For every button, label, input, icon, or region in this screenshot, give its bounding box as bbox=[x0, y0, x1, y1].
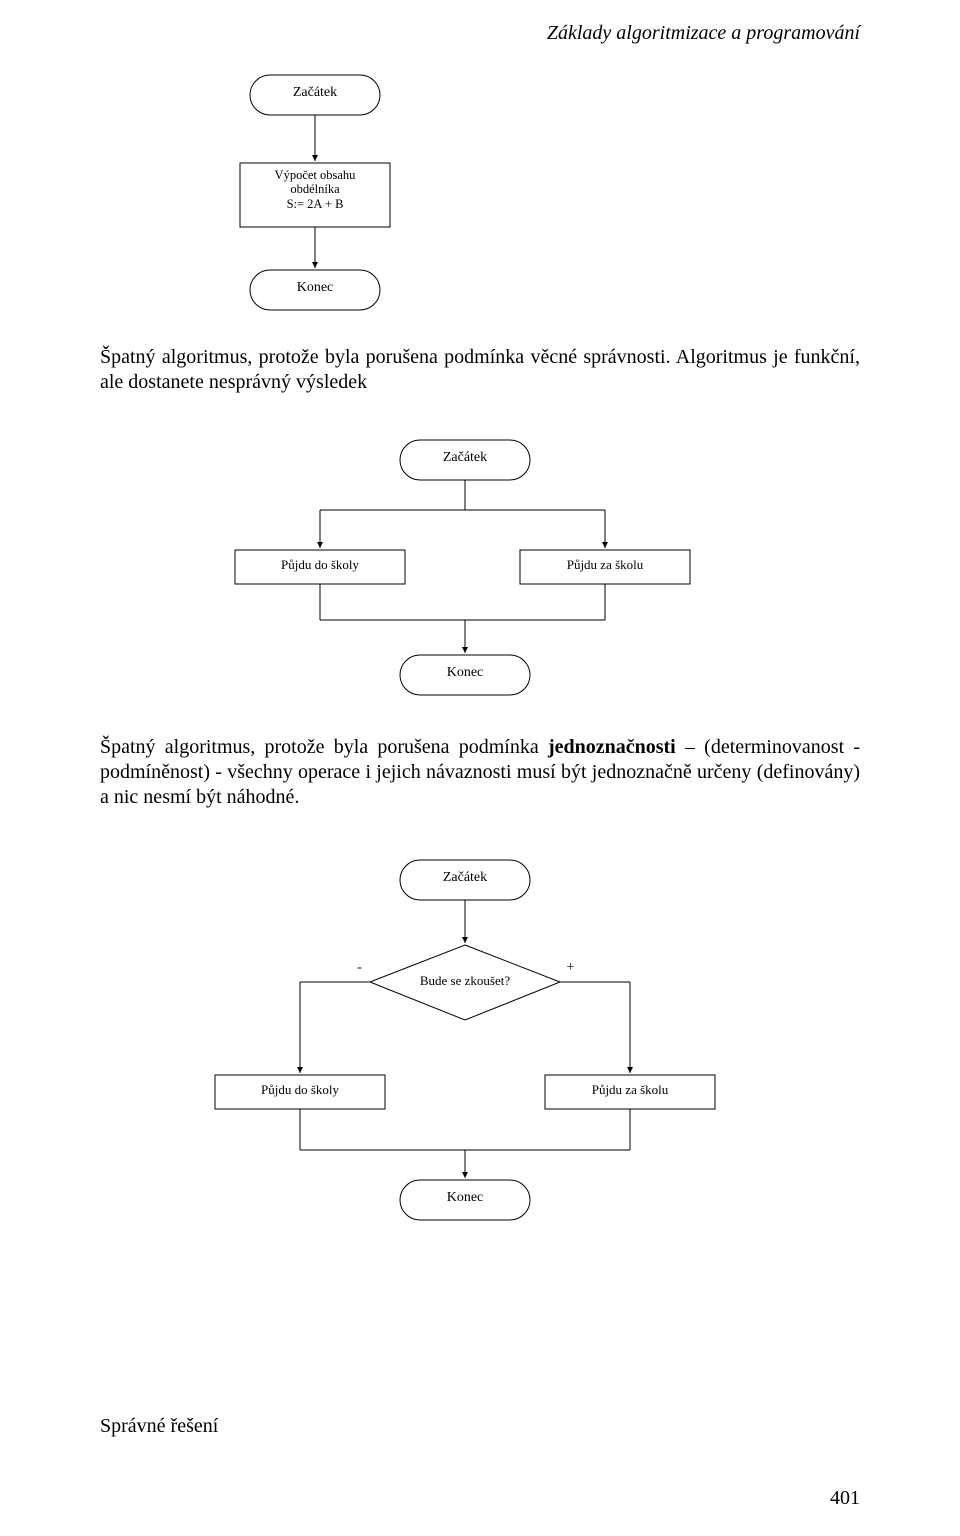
page-number: 401 bbox=[830, 1487, 860, 1510]
paragraph-2-bold: jednoznačnosti bbox=[548, 736, 676, 758]
fc1-start-label: Začátek bbox=[250, 85, 380, 101]
fc3-decision-label: Bude se zkoušet? bbox=[370, 974, 560, 989]
page-header-title: Základy algoritmizace a programování bbox=[547, 22, 860, 45]
fc1-proc-line0: Výpočet obsahu bbox=[275, 168, 356, 182]
fc3-start-label: Začátek bbox=[400, 870, 530, 886]
fc2-right-label: Půjdu za školu bbox=[520, 558, 690, 573]
fc1-end-label: Konec bbox=[250, 280, 380, 296]
fc3-end-label: Konec bbox=[400, 1190, 530, 1206]
fc3-minus-label: - bbox=[352, 960, 367, 976]
fc2-left-label: Půjdu do školy bbox=[235, 558, 405, 573]
paragraph-2-prefix: Špatný algoritmus, protože byla porušena… bbox=[100, 736, 548, 758]
fc1-proc-line1: obdélníka bbox=[290, 182, 339, 196]
flowchart-3: Začátek Bude se zkoušet? - + Půjdu do šk… bbox=[100, 850, 830, 1240]
fc1-proc-line2: S:= 2A + B bbox=[287, 197, 344, 211]
fc3-right-label: Půjdu za školu bbox=[545, 1083, 715, 1098]
fc2-start-label: Začátek bbox=[400, 450, 530, 466]
fc2-end-label: Konec bbox=[400, 665, 530, 681]
flowchart-1: Začátek Výpočet obsahu obdélníka S:= 2A … bbox=[100, 65, 530, 325]
flowchart-2: Začátek Půjdu do školy Půjdu za školu Ko… bbox=[100, 430, 830, 715]
fc1-proc-label: Výpočet obsahu obdélníka S:= 2A + B bbox=[240, 168, 390, 211]
caption-3: Správné řešení bbox=[100, 1415, 218, 1438]
paragraph-1-text: Špatný algoritmus, protože byla porušena… bbox=[100, 346, 860, 393]
paragraph-1: Špatný algoritmus, protože byla porušena… bbox=[100, 345, 860, 395]
fc3-left-label: Půjdu do školy bbox=[215, 1083, 385, 1098]
fc3-plus-label: + bbox=[563, 960, 578, 976]
paragraph-2: Špatný algoritmus, protože byla porušena… bbox=[100, 735, 860, 810]
